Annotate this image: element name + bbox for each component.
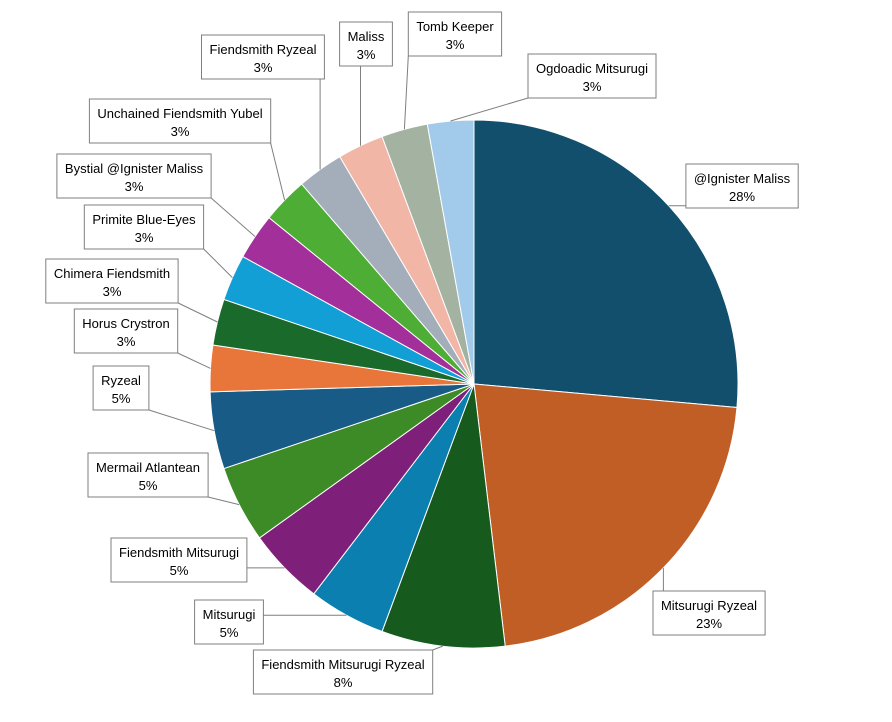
callout-fiendsmith-ryzeal: Fiendsmith Ryzeal 3% xyxy=(201,34,325,80)
callout-box xyxy=(407,11,503,57)
callout-box xyxy=(252,649,434,695)
slice-percent: 3% xyxy=(103,284,122,299)
callout-box xyxy=(83,204,205,250)
callout-box xyxy=(527,53,657,99)
slice-percent: 5% xyxy=(139,478,158,493)
slice-percent: 8% xyxy=(334,675,353,690)
slice-label: Tomb Keeper xyxy=(416,19,494,34)
slice-label: Fiendsmith Mitsurugi xyxy=(119,545,239,560)
slice-percent: 3% xyxy=(583,79,602,94)
callout-box xyxy=(685,163,799,209)
callout-box xyxy=(201,34,325,80)
callout-box xyxy=(339,21,393,67)
leader-line-horus-crystron xyxy=(177,352,211,369)
callout-box xyxy=(652,590,766,636)
slice-percent: 5% xyxy=(220,625,239,640)
leader-lines xyxy=(148,55,686,651)
pie-slices xyxy=(209,119,739,649)
slice-percent: 3% xyxy=(125,179,144,194)
pie-slice-mitsurugi-ryzeal xyxy=(473,383,738,647)
callout-box xyxy=(45,258,179,304)
slice-percent: 28% xyxy=(729,189,755,204)
slice-label: Fiendsmith Mitsurugi Ryzeal xyxy=(261,657,424,672)
slice-percent: 5% xyxy=(170,563,189,578)
slice-label: @Ignister Maliss xyxy=(694,171,791,186)
leader-line-primite-blue-eyes xyxy=(203,248,233,278)
slice-percent: 3% xyxy=(446,37,465,52)
callout-box xyxy=(87,452,209,498)
pie-slice-ignister-maliss xyxy=(473,119,739,408)
callout-bystial-ignister-maliss: Bystial @Ignister Maliss 3% xyxy=(56,153,212,199)
callout-unchained-fiendsmith-yubel: Unchained Fiendsmith Yubel 3% xyxy=(88,98,272,144)
callout-box xyxy=(92,365,150,411)
callout-fiendsmith-mitsurugi: Fiendsmith Mitsurugi 5% xyxy=(110,537,248,583)
callout-fiendsmith-mitsurugi-ryzeal: Fiendsmith Mitsurugi Ryzeal 8% xyxy=(252,649,434,695)
pie-slice-ogdoadic-mitsurugi xyxy=(426,119,475,385)
slice-label: Maliss xyxy=(348,29,385,44)
callout-ogdoadic-mitsurugi: Ogdoadic Mitsurugi 3% xyxy=(527,53,657,99)
slice-percent: 3% xyxy=(254,60,273,75)
callout-mermail-atlantean: Mermail Atlantean 5% xyxy=(87,452,209,498)
callout-mitsurugi: Mitsurugi 5% xyxy=(194,599,264,645)
callout-box xyxy=(194,599,264,645)
slice-label: Unchained Fiendsmith Yubel xyxy=(97,106,262,121)
leader-line-chimera-fiendsmith xyxy=(177,302,218,323)
slice-label: Ogdoadic Mitsurugi xyxy=(536,61,648,76)
leader-line-tomb-keeper xyxy=(403,55,409,130)
slice-label: Mitsurugi xyxy=(203,607,256,622)
callout-maliss: Maliss 3% xyxy=(339,21,393,67)
slice-percent: 3% xyxy=(135,230,154,245)
callout-box xyxy=(88,98,272,144)
callout-box xyxy=(73,308,179,354)
slice-percent: 23% xyxy=(696,616,722,631)
slice-percent: 5% xyxy=(112,391,131,406)
leader-line-unchained-fiendsmith-yubel xyxy=(270,142,286,201)
callout-ryzeal: Ryzeal 5% xyxy=(92,365,150,411)
slice-percent: 3% xyxy=(171,124,190,139)
leader-line-ogdoadic-mitsurugi xyxy=(450,97,529,122)
slice-label: Fiendsmith Ryzeal xyxy=(210,42,317,57)
slice-label: Ryzeal xyxy=(101,373,141,388)
slice-label: Mermail Atlantean xyxy=(96,460,200,475)
slice-label: Bystial @Ignister Maliss xyxy=(65,161,204,176)
data-label-callouts: @Ignister Maliss 28% Mitsurugi Ryzeal 23% Fi… xyxy=(45,11,799,695)
callout-ignister-maliss: @Ignister Maliss 28% xyxy=(685,163,799,209)
callout-box xyxy=(110,537,248,583)
callout-chimera-fiendsmith: Chimera Fiendsmith 3% xyxy=(45,258,179,304)
leader-line-bystial-ignister-maliss xyxy=(210,197,256,237)
callout-box xyxy=(56,153,212,199)
leader-line-ryzeal xyxy=(148,409,215,432)
callout-horus-crystron: Horus Crystron 3% xyxy=(73,308,179,354)
slice-label: Chimera Fiendsmith xyxy=(54,266,170,281)
leader-line-mermail-atlantean xyxy=(207,496,240,506)
callout-primite-blue-eyes: Primite Blue-Eyes 3% xyxy=(83,204,205,250)
slice-label: Primite Blue-Eyes xyxy=(92,212,196,227)
leader-line-fiendsmith-mitsurugi-ryzeal xyxy=(432,645,443,651)
slice-percent: 3% xyxy=(357,47,376,62)
slice-percent: 3% xyxy=(117,334,136,349)
slice-label: Mitsurugi Ryzeal xyxy=(661,598,757,613)
callout-mitsurugi-ryzeal: Mitsurugi Ryzeal 23% xyxy=(652,590,766,636)
slice-label: Horus Crystron xyxy=(82,316,169,331)
callout-tomb-keeper: Tomb Keeper 3% xyxy=(407,11,503,57)
